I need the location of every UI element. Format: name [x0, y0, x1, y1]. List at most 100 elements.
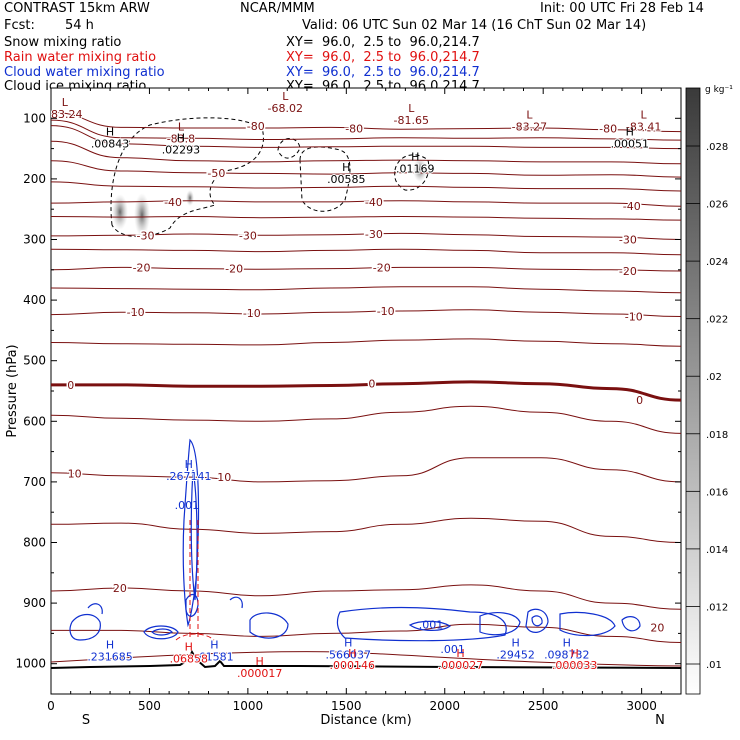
y-tick-label: 500 — [23, 354, 46, 368]
temperature-contour — [51, 584, 681, 610]
extremum-marker: L — [178, 120, 185, 133]
temperature-contour — [51, 232, 681, 240]
colorbar-tick-label: .012 — [706, 602, 728, 613]
x-tick-label: 3000 — [626, 699, 657, 713]
temperature-label: -40 — [164, 196, 182, 209]
temperature-contour — [51, 111, 681, 133]
temperature-label: -30 — [239, 229, 257, 242]
y-axis-title: Pressure (hPa) — [5, 344, 20, 437]
cloud-water-label: .001 — [440, 643, 465, 656]
extremum-marker: H — [185, 640, 193, 653]
temperature-contour — [51, 119, 681, 141]
extremum-marker: H — [256, 655, 264, 668]
x-axis-title: Distance (km) — [320, 713, 411, 728]
y-tick-label: 700 — [23, 475, 46, 489]
extremum-marker: H — [106, 125, 114, 138]
temperature-contour — [51, 266, 681, 272]
extremum-value: .06858 — [170, 652, 209, 665]
x-tick-label: 2000 — [429, 699, 460, 713]
extremum-value: .267141 — [166, 470, 212, 483]
extremum-marker: L — [62, 96, 69, 109]
temperature-label: -20 — [373, 261, 391, 274]
temperature-label: -30 — [137, 229, 155, 242]
temperature-label: 10 — [68, 467, 82, 480]
y-tick-label: 400 — [23, 293, 46, 307]
temperature-label: -10 — [243, 307, 261, 320]
x-end-label: N — [655, 713, 665, 728]
temperature-contour — [51, 160, 681, 178]
extremum-value: -68.02 — [268, 102, 303, 115]
extremum-marker: L — [408, 102, 415, 115]
temperature-contour — [51, 181, 681, 192]
extremum-marker: H — [456, 647, 464, 660]
temperature-label: -80 — [345, 123, 363, 136]
extremum-value: .098732 — [544, 649, 590, 662]
colorbar-tick-label: .018 — [706, 430, 728, 441]
rain-water-contour — [175, 633, 215, 641]
temperature-label: -40 — [365, 196, 383, 209]
temperature-label: 0 — [636, 394, 643, 407]
temperature-label: -20 — [225, 263, 243, 276]
y-tick-label: 1000 — [15, 657, 46, 671]
cloud-water-contour — [185, 594, 199, 617]
extremum-marker: H — [411, 151, 419, 164]
colorbar-tick-label: .026 — [706, 200, 728, 211]
snow-shading — [112, 194, 128, 230]
cloud-water-contour — [190, 469, 198, 601]
cloud-water-contour — [249, 612, 289, 639]
cloud-water-contour — [479, 612, 521, 636]
y-tick-label: 300 — [23, 233, 46, 247]
x-tick-label: 1500 — [331, 699, 362, 713]
temperature-label: -30 — [365, 228, 383, 241]
temperature-contour — [51, 623, 681, 643]
temperature-label: -20 — [133, 261, 151, 274]
temperature-label: -20 — [619, 265, 637, 278]
extremum-value: .000027 — [438, 659, 484, 672]
snow-shading — [186, 190, 194, 206]
temperature-contour — [51, 309, 681, 317]
extremum-marker: L — [641, 108, 648, 121]
cloud-water-contour — [151, 628, 173, 636]
snow-shading — [413, 158, 427, 182]
y-tick-label: 800 — [23, 536, 46, 550]
extremum-value: .00585 — [327, 173, 366, 186]
colorbar-tick-label: .016 — [706, 487, 728, 498]
cloud-water-label: .001 — [175, 499, 200, 512]
extremum-marker: H — [348, 647, 356, 660]
extremum-value: .000033 — [552, 659, 598, 672]
extremum-marker: H — [571, 647, 579, 660]
x-tick-label: 0 — [47, 699, 55, 713]
temperature-label: -10 — [377, 305, 395, 318]
extremum-marker: L — [526, 108, 533, 121]
x-tick-label: 500 — [138, 699, 161, 713]
field-name-rain: Rain water mixing ratio — [4, 50, 157, 65]
field-name-snow: Snow mixing ratio — [4, 35, 122, 50]
colorbar-tick-label: .024 — [706, 257, 728, 268]
snow-shading — [134, 193, 150, 237]
field-xy-rain: XY= 96.0, 2.5 to 96.0,214.7 — [286, 50, 480, 65]
extremum-marker: H — [342, 161, 350, 174]
temperature-label: -80 — [599, 123, 617, 136]
field-xy-snow: XY= 96.0, 2.5 to 96.0,214.7 — [286, 35, 480, 50]
y-tick-label: 900 — [23, 596, 46, 610]
temperature-contour — [51, 125, 681, 150]
colorbar-tick-label: .02 — [706, 372, 722, 383]
extremum-value: .00843 — [91, 137, 130, 150]
cloud-water-contour — [143, 625, 179, 640]
extremum-value: .566037 — [326, 649, 372, 662]
cloud-water-contour — [531, 615, 543, 627]
temperature-label: -40 — [623, 200, 641, 213]
extremum-marker: H — [511, 637, 519, 650]
valid-time: Valid: 06 UTC Sun 02 Mar 14 (16 ChT Sun … — [302, 18, 647, 33]
cloud-water-contour — [182, 438, 200, 628]
temperature-label: -10 — [625, 310, 643, 323]
temperature-label: 0 — [67, 379, 74, 392]
fcst-value: 54 h — [65, 18, 94, 33]
temperature-contour — [51, 517, 681, 543]
cloud-water-contour — [87, 603, 103, 615]
extremum-value: .29452 — [496, 649, 535, 662]
cloud-water-contour — [621, 616, 641, 632]
surface-temp-line — [51, 651, 681, 667]
extremum-value: .000017 — [237, 667, 283, 680]
x-tick-label: 1000 — [233, 699, 264, 713]
